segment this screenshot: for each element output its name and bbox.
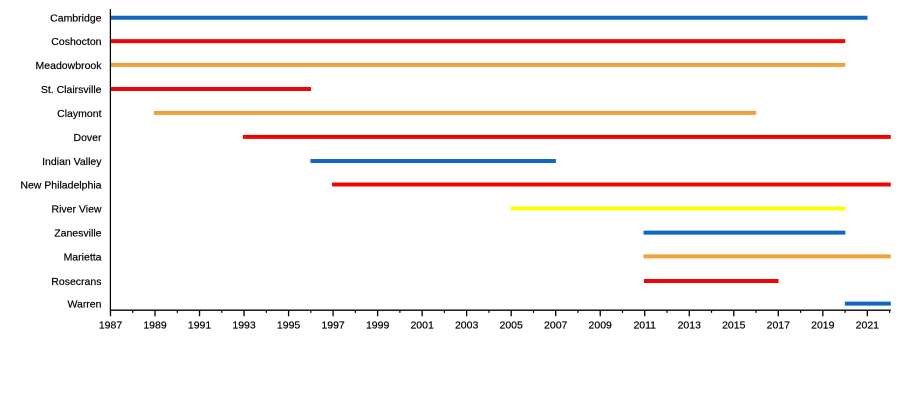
svg-text:Indian Valley: Indian Valley bbox=[42, 156, 102, 168]
svg-text:1999: 1999 bbox=[366, 319, 390, 331]
svg-text:2001: 2001 bbox=[410, 319, 434, 331]
svg-text:2021: 2021 bbox=[856, 319, 880, 331]
svg-text:2009: 2009 bbox=[589, 319, 613, 331]
svg-text:2007: 2007 bbox=[544, 319, 568, 331]
svg-text:2005: 2005 bbox=[500, 319, 524, 331]
svg-text:Warren: Warren bbox=[67, 299, 101, 311]
svg-text:1995: 1995 bbox=[277, 319, 301, 331]
svg-text:1987: 1987 bbox=[99, 319, 123, 331]
svg-text:2011: 2011 bbox=[633, 319, 656, 331]
svg-text:2017: 2017 bbox=[767, 319, 791, 331]
svg-text:1989: 1989 bbox=[143, 319, 167, 331]
svg-text:2019: 2019 bbox=[811, 319, 835, 331]
svg-text:Dover: Dover bbox=[73, 132, 102, 144]
svg-text:River View: River View bbox=[52, 203, 102, 215]
svg-text:New Philadelphia: New Philadelphia bbox=[20, 179, 101, 191]
svg-text:2003: 2003 bbox=[455, 319, 479, 331]
svg-text:Claymont: Claymont bbox=[57, 108, 101, 120]
svg-text:Meadowbrook: Meadowbrook bbox=[36, 60, 103, 72]
svg-text:St. Clairsville: St. Clairsville bbox=[41, 84, 102, 96]
svg-text:Coshocton: Coshocton bbox=[51, 36, 101, 48]
svg-text:1997: 1997 bbox=[321, 319, 345, 331]
svg-text:Zanesville: Zanesville bbox=[54, 228, 101, 240]
svg-text:Marietta: Marietta bbox=[64, 251, 102, 263]
svg-text:Cambridge: Cambridge bbox=[50, 13, 102, 25]
svg-text:2013: 2013 bbox=[678, 319, 702, 331]
svg-text:1993: 1993 bbox=[232, 319, 256, 331]
svg-text:Rosecrans: Rosecrans bbox=[51, 276, 101, 288]
svg-text:2015: 2015 bbox=[722, 319, 746, 331]
svg-text:1991: 1991 bbox=[188, 319, 212, 331]
